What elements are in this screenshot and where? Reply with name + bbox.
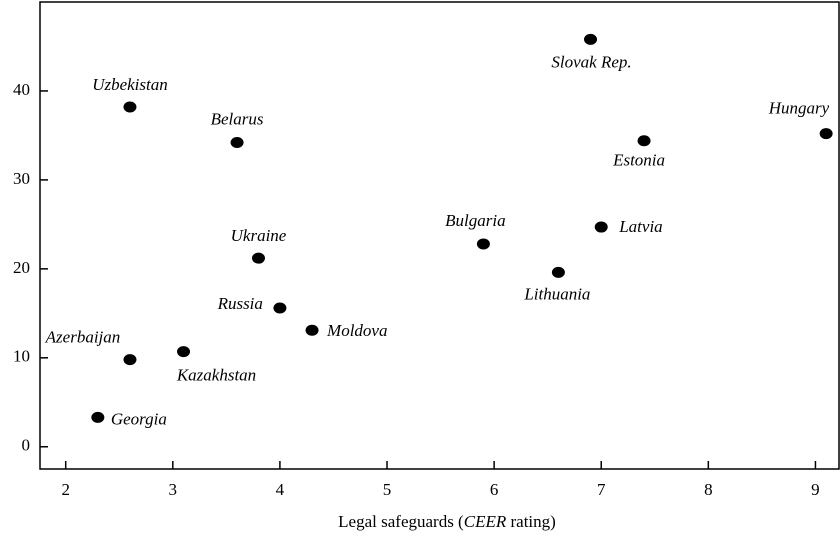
point-label: Hungary (768, 99, 830, 118)
point (273, 302, 287, 314)
y-tick-label: 10 (13, 347, 30, 366)
point-label: Slovak Rep. (551, 52, 631, 71)
x-axis-label-part: Legal safeguards ( (338, 512, 464, 531)
x-tick-label: 7 (597, 480, 606, 499)
point (123, 101, 137, 113)
x-axis-label: Legal safeguards (CEER rating) (338, 512, 556, 531)
x-tick-label: 8 (704, 480, 713, 499)
point (91, 411, 105, 423)
point (584, 33, 598, 45)
point (594, 221, 608, 233)
point-label: Russia (217, 294, 263, 313)
point-label: Belarus (211, 109, 264, 128)
point (251, 252, 265, 264)
x-tick-label: 2 (61, 480, 70, 499)
point (637, 135, 651, 147)
point-label: Kazakhstan (176, 365, 256, 384)
point (230, 137, 244, 149)
point (305, 324, 319, 336)
point-label: Uzbekistan (92, 75, 168, 94)
point-label: Bulgaria (445, 211, 505, 230)
x-tick-label: 9 (811, 480, 820, 499)
x-axis-label-part: CEER (464, 512, 507, 531)
point-label: Lithuania (523, 284, 590, 303)
point (177, 346, 191, 358)
x-tick-label: 6 (490, 480, 499, 499)
x-tick-label: 5 (383, 480, 392, 499)
point (123, 354, 137, 366)
plot-frame (39, 1, 840, 470)
point-label: Azerbaijan (45, 327, 121, 346)
y-tick-label: 20 (13, 258, 30, 277)
point-label: Latvia (618, 217, 662, 236)
x-tick-label: 4 (276, 480, 285, 499)
point (551, 266, 565, 278)
point-label: Georgia (111, 409, 167, 428)
point-label: Ukraine (231, 226, 287, 245)
x-tick-label: 3 (169, 480, 178, 499)
y-tick-label: 40 (13, 80, 30, 99)
y-tick-label: 0 (22, 436, 31, 455)
point-label: Moldova (326, 321, 387, 340)
point-label: Estonia (612, 151, 665, 170)
x-axis-label-part: rating) (506, 512, 556, 531)
point (476, 238, 490, 250)
point (819, 128, 833, 140)
y-tick-label: 30 (13, 169, 30, 188)
